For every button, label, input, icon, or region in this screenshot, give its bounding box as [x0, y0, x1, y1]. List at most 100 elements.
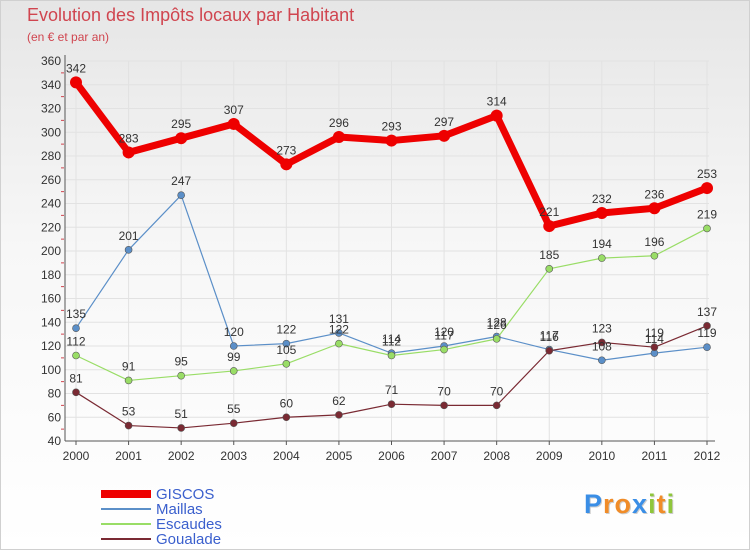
data-label-maillas: 131: [329, 312, 349, 326]
data-label-escaudes: 105: [276, 343, 296, 357]
data-point-escaudes: [598, 254, 606, 262]
logo-letter: i: [666, 489, 676, 519]
data-label-escaudes: 194: [592, 237, 612, 251]
data-label-giscos: 296: [329, 116, 349, 130]
y-tick-label: 160: [41, 292, 61, 306]
y-tick-label: 340: [41, 78, 61, 92]
data-point-maillas: [598, 356, 606, 365]
y-tick-label: 40: [48, 434, 62, 448]
y-tick-label: 100: [41, 363, 61, 377]
y-tick-label: 80: [48, 387, 62, 401]
x-tick-label: 2010: [588, 449, 615, 463]
data-point-escaudes: [124, 376, 133, 385]
data-point-giscos: [595, 207, 608, 219]
data-label-giscos: 314: [487, 95, 507, 109]
data-point-giscos: [227, 117, 240, 130]
y-tick-label: 220: [41, 220, 61, 234]
x-tick-label: 2011: [642, 449, 668, 463]
x-tick-label: 2008: [483, 449, 510, 463]
data-point-giscos: [70, 76, 82, 89]
logo-letter: x: [632, 489, 649, 519]
data-point-escaudes: [440, 345, 448, 354]
data-point-escaudes: [545, 265, 554, 273]
x-tick-label: 2006: [378, 449, 405, 463]
x-axis-ticks: 2000 2001 2002 2003 2004 2005 2006 2007 2008 2009…: [63, 449, 721, 463]
data-label-giscos: 297: [434, 115, 454, 129]
data-label-giscos: 307: [224, 103, 244, 117]
data-point-goualade: [703, 322, 711, 330]
logo-letter: r: [603, 489, 615, 519]
data-point-maillas: [72, 324, 80, 332]
data-point-goualade: [335, 411, 343, 419]
data-point-giscos: [175, 132, 188, 145]
x-tick-label: 2012: [694, 449, 721, 463]
data-label-escaudes: 185: [539, 248, 559, 262]
data-label-escaudes: 117: [435, 329, 454, 343]
y-tick-label: 360: [41, 54, 61, 68]
data-label-goualade: 71: [385, 383, 399, 397]
data-label-maillas: 120: [434, 325, 454, 339]
logo-letter: o: [614, 489, 633, 519]
data-label-maillas: 135: [66, 307, 86, 321]
y-tick-label: 140: [41, 315, 61, 329]
data-point-giscos: [490, 109, 503, 122]
data-point-goualade: [177, 424, 185, 432]
data-label-maillas: 201: [119, 229, 139, 243]
data-label-goualade: 62: [332, 394, 346, 408]
data-label-escaudes: 91: [122, 359, 136, 373]
data-label-giscos: 232: [592, 192, 612, 206]
data-point-goualade: [124, 421, 133, 430]
data-labels: 342 283 295 307 273 296 293 297 314 221 232 236 253 1…: [66, 61, 717, 421]
y-tick-label: 240: [41, 197, 61, 211]
x-tick-label: 2005: [326, 449, 353, 463]
data-label-escaudes: 99: [227, 350, 241, 364]
data-label-escaudes: 112: [66, 335, 85, 349]
y-axis-ticks: 40 60 80 100 120 140 160 180 200 220 240 260 280 300 3…: [41, 54, 61, 448]
data-point-giscos: [332, 131, 345, 143]
data-point-goualade: [440, 401, 448, 410]
legend-label-giscos: GISCOS: [156, 486, 214, 503]
data-point-maillas: [177, 191, 185, 199]
data-label-goualade: 81: [69, 371, 83, 385]
data-label-goualade: 70: [437, 384, 451, 398]
y-tick-label: 300: [41, 125, 61, 139]
x-tick-label: 2009: [536, 449, 563, 463]
data-label-goualade: 53: [122, 405, 136, 419]
data-label-giscos: 342: [66, 61, 86, 75]
data-label-goualade: 60: [280, 396, 294, 410]
data-label-giscos: 253: [697, 167, 717, 181]
y-tick-label: 320: [41, 102, 61, 116]
data-label-maillas: 128: [487, 316, 507, 330]
data-label-giscos: 293: [381, 120, 401, 134]
series-lines: [70, 76, 713, 432]
data-label-giscos: 236: [644, 187, 664, 201]
chart-title: Evolution des Impôts locaux par Habitant: [27, 5, 355, 25]
data-label-giscos: 273: [276, 143, 296, 157]
data-point-giscos: [648, 202, 661, 215]
data-label-maillas: 122: [276, 323, 296, 337]
data-label-maillas: 117: [540, 329, 559, 343]
data-label-goualade: 116: [540, 330, 559, 344]
data-label-maillas: 119: [697, 326, 716, 340]
logo-letter: t: [656, 489, 667, 519]
data-point-maillas: [703, 343, 711, 351]
data-point-maillas: [335, 329, 343, 337]
data-point-giscos: [122, 146, 135, 159]
data-label-escaudes: 196: [644, 235, 664, 249]
data-label-escaudes: 219: [697, 207, 717, 221]
data-label-giscos: 295: [171, 117, 191, 131]
proxiti-logo: Proxiti: [584, 489, 675, 520]
axes: [61, 55, 715, 445]
data-point-escaudes: [282, 360, 291, 368]
data-label-giscos: 283: [119, 131, 139, 145]
x-tick-label: 2007: [431, 449, 458, 463]
data-point-goualade: [598, 338, 606, 347]
data-point-escaudes: [703, 224, 711, 233]
legend-label-goualade: Goualade: [156, 531, 221, 548]
data-point-giscos: [438, 129, 451, 142]
data-label-maillas: 114: [645, 332, 664, 346]
y-tick-label: 60: [48, 410, 62, 424]
x-tick-label: 2004: [273, 449, 300, 463]
data-point-maillas: [229, 342, 238, 350]
